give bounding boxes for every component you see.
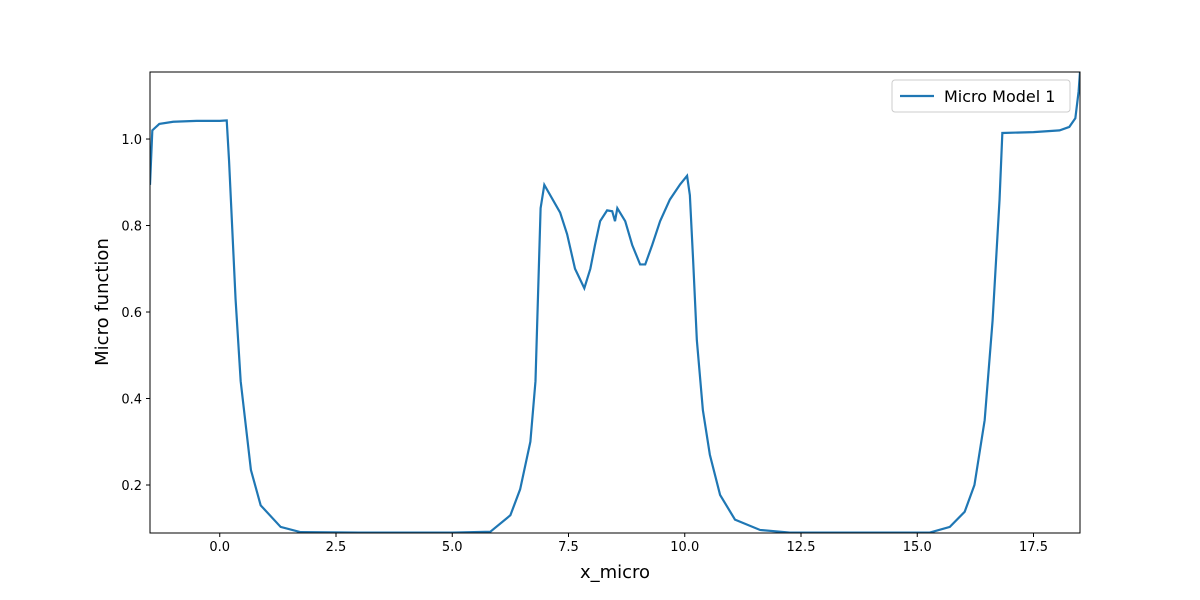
x-tick-label: 5.0 xyxy=(442,540,463,555)
x-tick-label: 0.0 xyxy=(209,540,230,555)
x-tick-label: 15.0 xyxy=(903,540,932,555)
legend-label: Micro Model 1 xyxy=(944,87,1055,106)
x-tick-label: 17.5 xyxy=(1019,540,1048,555)
y-tick-label: 0.4 xyxy=(121,393,142,408)
line-series xyxy=(150,72,1080,533)
legend-box xyxy=(891,79,1071,113)
y-tick-label: 0.2 xyxy=(121,479,142,494)
x-tick-label: 7.5 xyxy=(558,540,579,555)
x-tick-label: 12.5 xyxy=(787,540,816,555)
plot-area xyxy=(150,72,1080,533)
y-axis-title: Micro function xyxy=(92,238,113,366)
x-tick-label: 2.5 xyxy=(326,540,347,555)
plot-frame xyxy=(149,71,1081,534)
x-tick-label: 10.0 xyxy=(670,540,699,555)
y-tick-label: 0.6 xyxy=(121,306,142,321)
x-axis-title: x_micro xyxy=(580,562,650,583)
y-tick-label: 1.0 xyxy=(121,133,142,148)
y-tick-label: 0.8 xyxy=(121,220,142,235)
